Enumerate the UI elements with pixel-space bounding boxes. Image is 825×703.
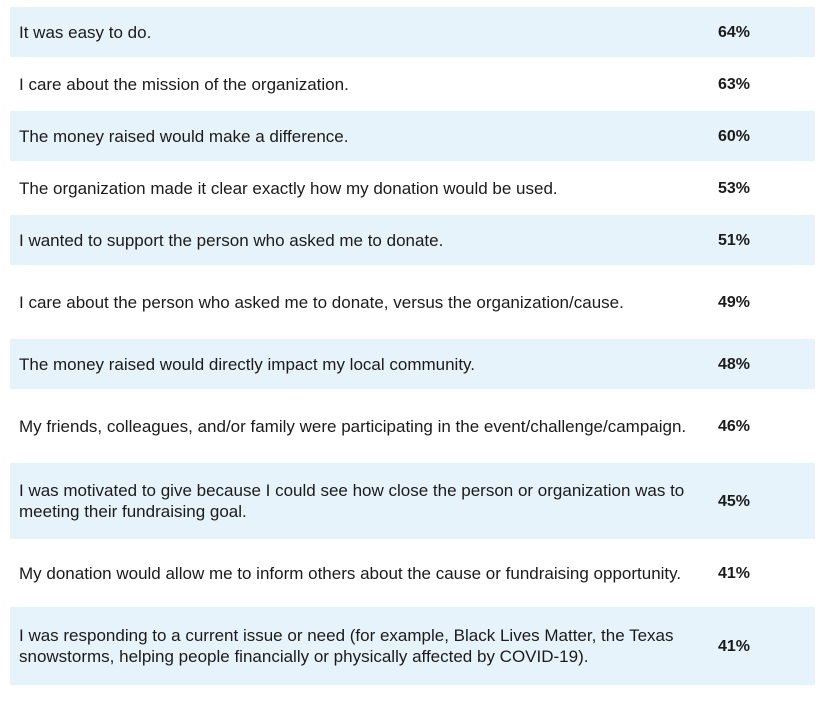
reason-cell: My friends, colleagues, and/or family we… (19, 416, 687, 436)
table-row: I wanted to support the person who asked… (10, 215, 815, 267)
reason-cell: The money raised would directly impact m… (19, 354, 476, 374)
table-row: My donation would allow me to inform oth… (10, 541, 815, 607)
reason-cell: I was responding to a current issue or n… (19, 626, 674, 666)
reason-cell: I wanted to support the person who asked… (19, 230, 444, 250)
percent-cell: 45% (718, 492, 751, 510)
donation-reasons-table: It was easy to do. 64% I care about the mi… (10, 7, 815, 687)
table-row: I was motivated to give because I could … (10, 463, 815, 541)
table-row: I was responding to a current issue or n… (10, 607, 815, 687)
percent-cell: 51% (718, 231, 751, 249)
table-row: The money raised would directly impact m… (10, 339, 815, 391)
reason-cell: The money raised would make a difference… (19, 126, 349, 146)
percent-cell: 64% (718, 23, 751, 41)
table-row: The money raised would make a difference… (10, 111, 815, 163)
percent-cell: 63% (718, 75, 751, 93)
table-row: It was easy to do. 64% (10, 7, 815, 59)
reason-cell: It was easy to do. (19, 22, 152, 42)
percent-cell: 41% (718, 637, 751, 655)
percent-cell: 49% (718, 293, 751, 311)
reason-cell: I care about the person who asked me to … (19, 292, 624, 312)
percent-cell: 48% (718, 355, 751, 373)
table-row: The organization made it clear exactly h… (10, 163, 815, 215)
percent-cell: 60% (718, 127, 751, 145)
reason-cell: My donation would allow me to inform oth… (19, 563, 682, 583)
table-row: I care about the mission of the organiza… (10, 59, 815, 111)
table-row: My friends, colleagues, and/or family we… (10, 391, 815, 463)
reason-cell: I was motivated to give because I could … (19, 481, 685, 521)
percent-cell: 53% (718, 179, 751, 197)
reason-cell: I care about the mission of the organiza… (19, 74, 349, 94)
reason-cell: The organization made it clear exactly h… (19, 178, 558, 198)
percent-cell: 46% (718, 417, 751, 435)
table-row: I care about the person who asked me to … (10, 267, 815, 339)
percent-cell: 41% (718, 564, 751, 582)
